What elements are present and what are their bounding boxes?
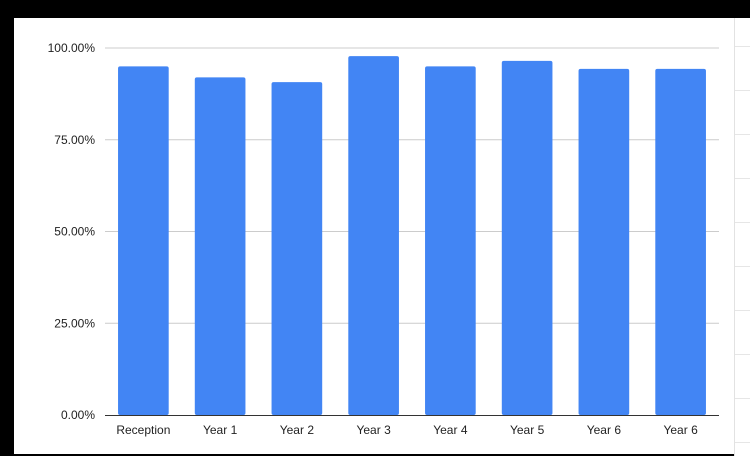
- sheet-gridline: [735, 310, 750, 311]
- sheet-gridline: [735, 46, 750, 47]
- x-tick-label: Year 3: [356, 423, 391, 437]
- y-tick-label: 0.00%: [61, 408, 95, 422]
- sheet-gridline: [735, 442, 750, 443]
- bar: [501, 60, 553, 415]
- bar: [425, 66, 476, 415]
- x-tick-label: Year 4: [433, 423, 468, 437]
- sheet-gridline: [735, 398, 750, 399]
- y-tick-label: 100.00%: [48, 41, 96, 55]
- y-tick-label: 50.00%: [54, 225, 95, 239]
- bar: [271, 82, 323, 416]
- bar-chart: 0.00% 25.00% 50.00% 75.00% 100.00% Reception…: [48, 41, 719, 437]
- sheet-gridline: [735, 134, 750, 135]
- bar: [348, 56, 399, 415]
- bar: [194, 77, 246, 416]
- x-tick-label: Year 5: [510, 423, 545, 437]
- x-tick-label: Year 6: [663, 423, 698, 437]
- x-tick-label: Year 2: [280, 423, 315, 437]
- y-tick-label: 25.00%: [54, 316, 95, 330]
- sheet-gridline: [735, 354, 750, 355]
- x-tick-label: Reception: [116, 423, 170, 437]
- y-tick-label: 75.00%: [54, 133, 95, 147]
- spreadsheet-edge: [734, 18, 750, 456]
- bar: [655, 68, 706, 415]
- bar: [578, 68, 630, 415]
- bars: [118, 56, 706, 416]
- sheet-gridline: [735, 90, 750, 91]
- sheet-gridline: [735, 222, 750, 223]
- x-tick-label: Year 1: [203, 423, 238, 437]
- bar: [118, 66, 169, 415]
- sheet-gridline: [735, 266, 750, 267]
- y-tick-labels: 0.00% 25.00% 50.00% 75.00% 100.00%: [48, 41, 96, 422]
- sheet-gridline: [735, 178, 750, 179]
- x-tick-labels: Reception Year 1 Year 2 Year 3 Year 4 Year 5 Y…: [116, 423, 698, 437]
- x-tick-label: Year 6: [587, 423, 622, 437]
